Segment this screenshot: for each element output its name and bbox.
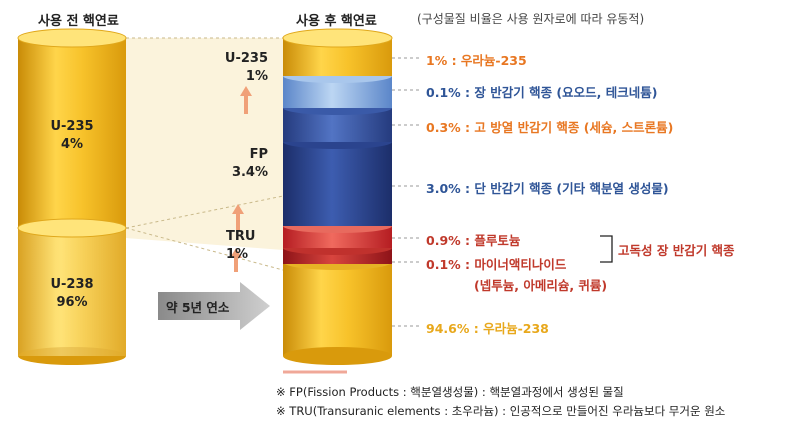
toxicity-bracket	[600, 235, 613, 263]
inner-fp-name: FP	[249, 147, 268, 162]
inner-fp-percent: 3.4%	[231, 165, 268, 180]
header-note: (구성물질 비율은 사용 원자로에 따라 유동적)	[417, 12, 645, 26]
footnote-fp: ※ FP(Fission Products : 핵분열생성물) : 핵분열과정에…	[276, 385, 624, 399]
fresh-u238-name: U-238	[50, 277, 94, 292]
inner-fp-label: FP 3.4%	[208, 146, 268, 182]
composition-minor-actinides-detail: (넵투늄, 아메리슘, 퀴륨)	[474, 278, 608, 293]
inner-u235-percent: 1%	[245, 69, 268, 84]
footnote-tru: ※ TRU(Transuranic elements : 초우라늄) : 인공적…	[276, 404, 726, 418]
composition-u238: 94.6% : 우라늄-238	[426, 321, 549, 336]
header-before: 사용 전 핵연료	[38, 14, 119, 29]
burnup-arrow	[158, 282, 270, 330]
composition-u235: 1% : 우라늄-235	[426, 53, 527, 68]
fresh-u235-label: U-235 4%	[40, 118, 104, 154]
bracket-label: 고독성 장 반감기 핵종	[618, 243, 735, 258]
fresh-u238-percent: 96%	[56, 295, 88, 310]
inner-u235-name: U-235	[224, 51, 268, 66]
transition-arrows	[230, 86, 252, 272]
burnup-label: 약 5년 연소	[166, 300, 230, 315]
inner-u235-label: U-235 1%	[208, 50, 268, 86]
fresh-u235-percent: 4%	[60, 137, 84, 152]
spent-fuel-cylinder	[282, 28, 393, 365]
composition-plutonium: 0.9% : 플루토늄	[426, 233, 521, 248]
fresh-u238-label: U-238 96%	[40, 276, 104, 312]
inner-tru-label: TRU 1%	[226, 228, 268, 264]
inner-tru-percent: 1%	[226, 247, 249, 262]
connector-lines	[125, 37, 284, 271]
composition-short-halflife: 3.0% : 단 반감기 핵종 (기타 핵분열 생성물)	[426, 181, 669, 196]
header-after: 사용 후 핵연료	[296, 14, 377, 29]
composition-long-halflife: 0.1% : 장 반감기 핵종 (요오드, 테크네튬)	[426, 85, 658, 100]
leader-lines	[392, 57, 422, 327]
composition-minor-actinides: 0.1% : 마이너액티나이드	[426, 257, 567, 272]
fresh-fuel-cylinder	[17, 28, 127, 365]
inner-tru-name: TRU	[226, 229, 256, 244]
composition-high-heat: 0.3% : 고 방열 반감기 핵종 (세슘, 스트론튬)	[426, 120, 674, 135]
fresh-u235-name: U-235	[50, 119, 94, 134]
